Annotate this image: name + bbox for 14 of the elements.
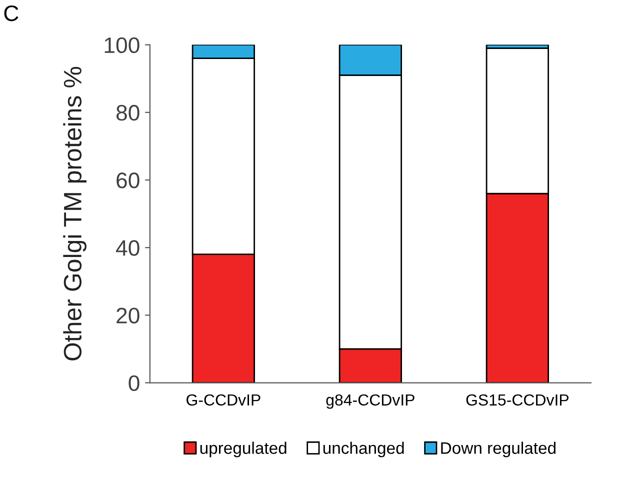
y-tick-label: 60 bbox=[116, 172, 140, 188]
legend-label: unchanged bbox=[323, 442, 404, 458]
legend-label: upregulated bbox=[200, 442, 286, 458]
x-tick-label: G-CCDvIP bbox=[186, 394, 260, 406]
x-tick-label: g84-CCDvIP bbox=[326, 394, 414, 409]
y-tick-label: 20 bbox=[116, 308, 140, 324]
legend-label: Down regulated bbox=[441, 442, 556, 458]
x-tick-label: GS15-CCDvIP bbox=[466, 394, 569, 406]
y-axis-title: Other Golgi TM proteins % bbox=[63, 66, 86, 360]
y-tick-label: 80 bbox=[116, 104, 140, 121]
y-tick-label: 0 bbox=[128, 375, 140, 392]
y-tick-label: 100 bbox=[104, 37, 140, 54]
text: C bbox=[4, 5, 18, 22]
y-tick-label: 40 bbox=[116, 240, 140, 256]
